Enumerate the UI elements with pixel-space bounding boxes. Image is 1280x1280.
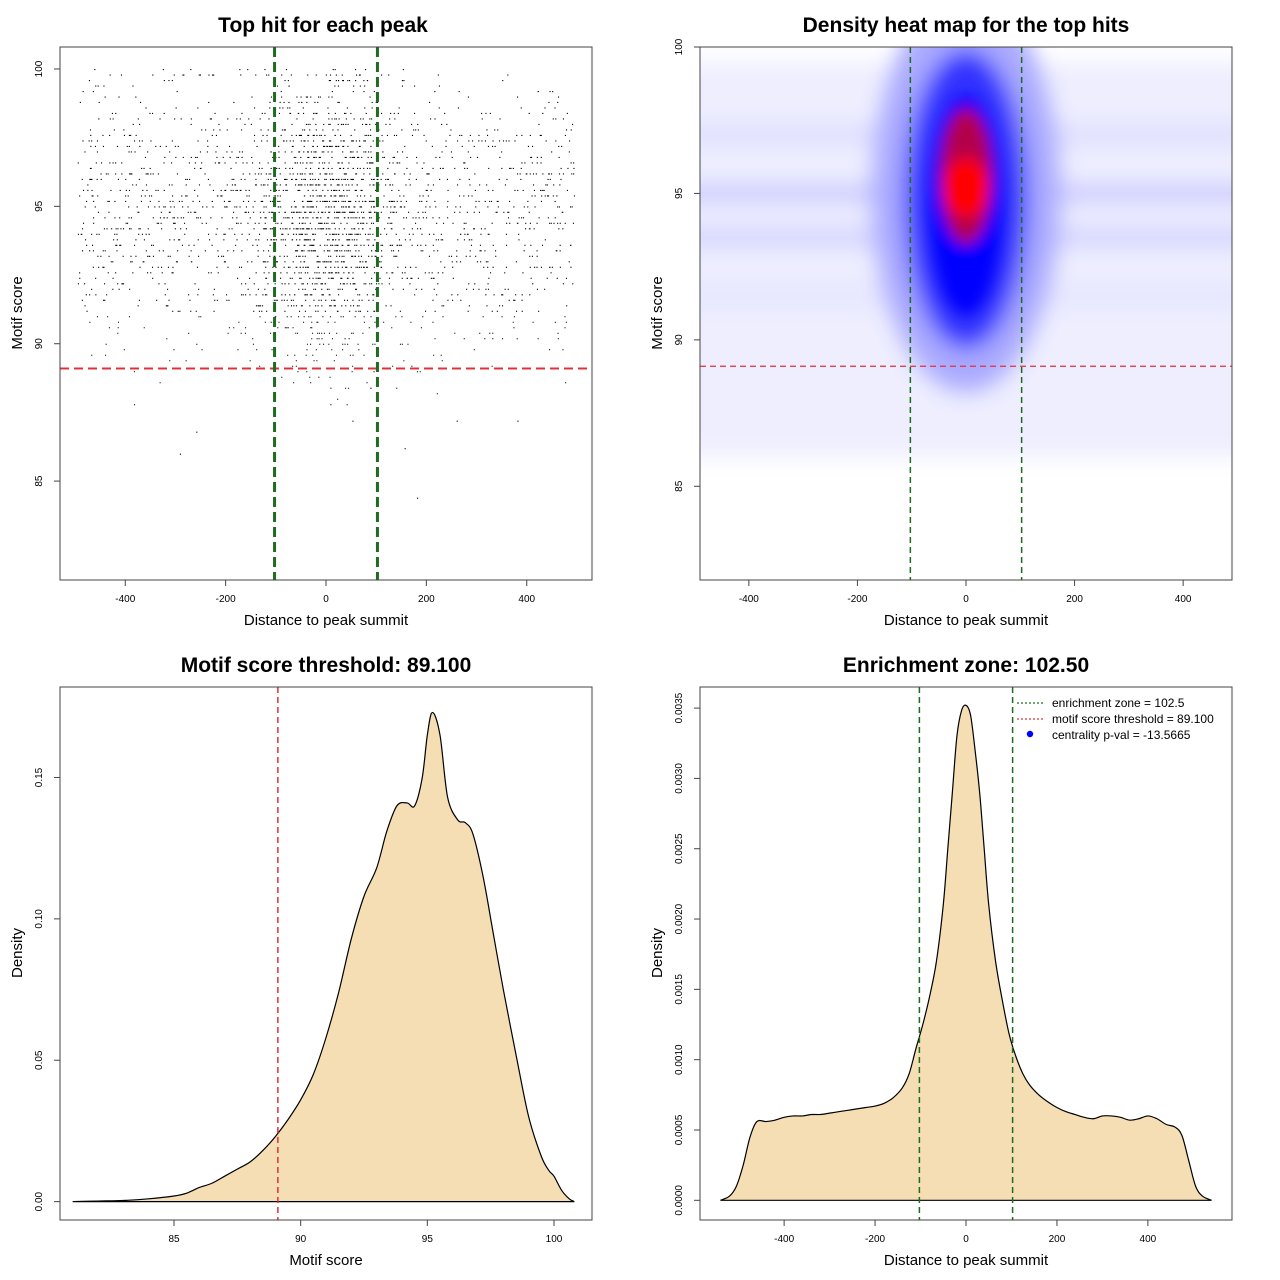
y-tick-label: 0.0030 [674, 763, 685, 794]
y-tick-label: 85 [674, 480, 685, 492]
score-density-area [72, 711, 575, 1203]
x-tick-label: -400 [774, 1234, 794, 1245]
x-tick-label: 200 [1049, 1234, 1066, 1245]
y-tick-label: 0.0035 [674, 692, 685, 723]
x-tick-label: 90 [295, 1234, 307, 1245]
y-tick-label: 90 [34, 338, 45, 350]
x-tick-label: -200 [847, 594, 867, 605]
score-density-title: Motif score threshold: 89.100 [181, 654, 472, 677]
panel-heatmap: Density heat map for the top hits -400 -2… [649, 14, 1233, 629]
x-tick-label: -200 [216, 594, 236, 605]
scatter-plot-frame [59, 46, 593, 581]
y-tick-label: 100 [674, 38, 685, 55]
score-density-y-axis: 0.00 0.05 0.10 0.15 [34, 767, 60, 1211]
x-tick-label: 0 [323, 594, 329, 605]
y-tick-label: 0.0025 [674, 833, 685, 864]
y-tick-label: 90 [674, 334, 685, 346]
x-tick-label: 200 [1066, 594, 1083, 605]
legend-pval-dot [1026, 730, 1034, 738]
x-tick-label: -200 [865, 1234, 885, 1245]
panel-scatter: Top hit for each peak -400 -200 0 200 400 85… [9, 14, 593, 629]
scatter-y-axis: 85 90 95 100 [34, 60, 60, 487]
x-tick-label: 400 [518, 594, 535, 605]
x-tick-label: -400 [739, 594, 759, 605]
y-tick-label: 0.0015 [674, 974, 685, 1005]
y-tick-label: 0.00 [34, 1191, 45, 1211]
y-tick-label: 95 [34, 200, 45, 212]
x-tick-label: 400 [1140, 1234, 1157, 1245]
scatter-point-cloud [77, 69, 575, 499]
y-tick-label: 0.0005 [674, 1114, 685, 1145]
x-tick-label: 0 [963, 1234, 969, 1245]
distance-density-title: Enrichment zone: 102.50 [843, 654, 1089, 677]
heatmap-reference-lines [700, 47, 1232, 580]
legend-threshold-label: motif score threshold = 89.100 [1052, 712, 1214, 726]
x-tick-label: 100 [546, 1234, 563, 1245]
score-density-x-label: Motif score [289, 1252, 362, 1269]
scatter-reference-lines [60, 47, 592, 580]
heatmap-title: Density heat map for the top hits [803, 14, 1130, 37]
y-tick-label: 85 [34, 475, 45, 487]
scatter-x-label: Distance to peak summit [244, 612, 409, 629]
score-density-y-label: Density [9, 927, 26, 978]
distance-density-x-label: Distance to peak summit [884, 1252, 1049, 1269]
y-tick-label: 0.0010 [674, 1044, 685, 1075]
score-density-x-axis: 85 90 95 100 [168, 1220, 563, 1245]
scatter-y-label: Motif score [9, 276, 26, 349]
heatmap-x-axis: -400 -200 0 200 400 [739, 580, 1192, 605]
y-tick-label: 0.15 [34, 767, 45, 787]
panel-distance-density: Enrichment zone: 102.50 -400 -200 0 200 400 … [649, 654, 1233, 1269]
scatter-points [77, 69, 575, 499]
y-tick-label: 100 [34, 60, 45, 77]
score-density-plot-frame [59, 686, 593, 1221]
distance-density-y-label: Density [649, 927, 666, 978]
y-tick-label: 0.10 [34, 909, 45, 929]
heat-peak [944, 157, 988, 218]
y-tick-label: 0.0000 [674, 1185, 685, 1216]
heatmap-y-axis: 85 90 95 100 [674, 38, 700, 492]
distance-density-area [720, 704, 1212, 1201]
x-tick-label: 200 [418, 594, 435, 605]
scatter-x-axis: -400 -200 0 200 400 [115, 580, 536, 605]
x-tick-label: 0 [963, 594, 969, 605]
x-tick-label: 400 [1175, 594, 1192, 605]
legend-enrichment-label: enrichment zone = 102.5 [1052, 696, 1185, 710]
y-tick-label: 95 [674, 187, 685, 199]
heatmap-x-label: Distance to peak summit [884, 612, 1049, 629]
distance-density-y-axis: 0.0000 0.0005 0.0010 0.0015 0.0020 0.0025 0.00… [674, 692, 700, 1216]
heatmap-y-label: Motif score [649, 276, 666, 349]
legend-pval-label: centrality p-val = -13.5665 [1052, 728, 1191, 742]
heatmap-density [700, 47, 1232, 580]
x-tick-label: 95 [422, 1234, 434, 1245]
scatter-title: Top hit for each peak [218, 14, 428, 37]
panel-score-density: Motif score threshold: 89.100 85 90 95 100 … [9, 654, 593, 1269]
distance-density-x-axis: -400 -200 0 200 400 [774, 1220, 1157, 1245]
distance-density-reference-lines [918, 687, 1014, 1220]
legend: enrichment zone = 102.5 motif score thre… [1017, 696, 1214, 742]
y-tick-label: 0.05 [34, 1050, 45, 1070]
x-tick-label: -400 [115, 594, 135, 605]
x-tick-label: 85 [168, 1234, 180, 1245]
y-tick-label: 0.0020 [674, 903, 685, 934]
